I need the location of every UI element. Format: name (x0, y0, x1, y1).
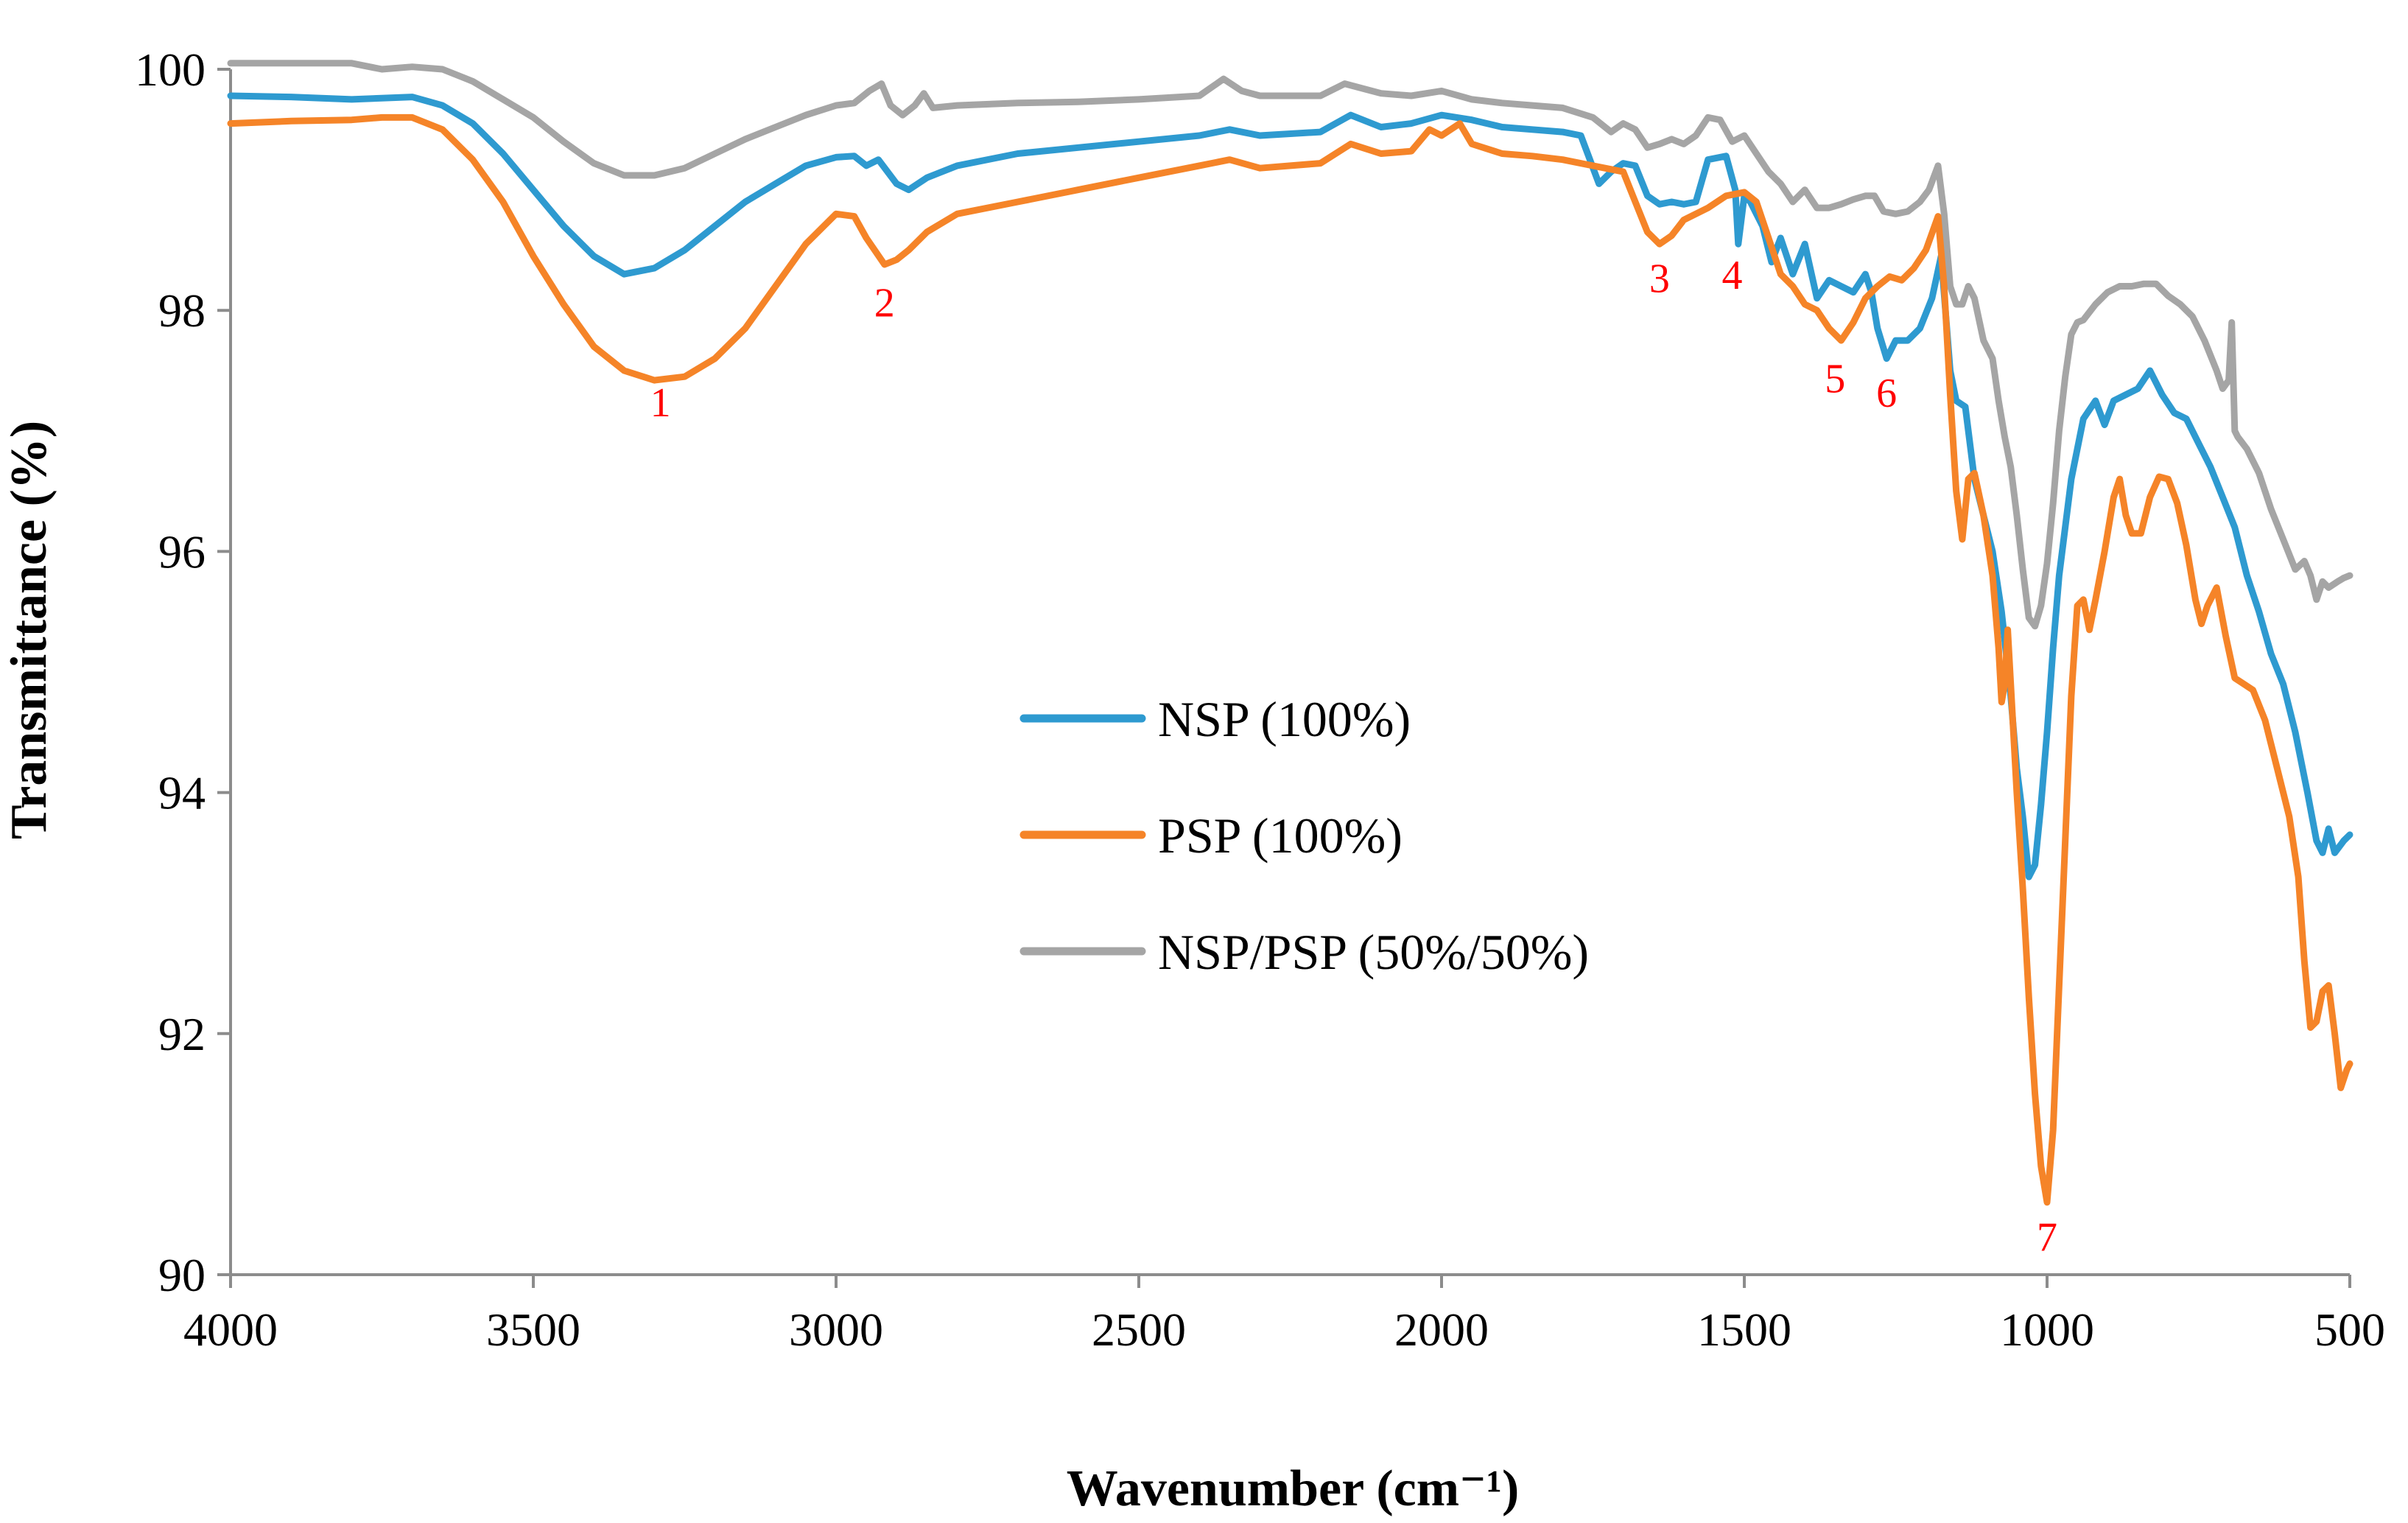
y-tick-label: 94 (158, 767, 206, 819)
peak-annotations: 1 2 3 4 5 6 7 (650, 253, 2057, 1261)
peak-label: 1 (650, 380, 671, 426)
y-tick-label: 98 (158, 284, 206, 337)
x-tick-label: 2500 (1092, 1303, 1186, 1356)
series-line-psp-100 (227, 113, 2353, 1206)
series-line-nsp-psp-50-50 (227, 60, 2353, 630)
y-tick-label: 92 (158, 1008, 206, 1060)
legend: NSP (100%) PSP (100%) NSP/PSP (50%/50%) (1019, 691, 1589, 980)
series-lines (227, 60, 2353, 1206)
legend-label-nsp-100: NSP (100%) (1158, 691, 1411, 747)
legend-label-psp-100: PSP (100%) (1158, 808, 1403, 864)
x-tick-label: 1000 (2000, 1303, 2094, 1356)
x-tick-label: 500 (2314, 1303, 2385, 1356)
peak-label: 7 (2037, 1214, 2057, 1260)
peak-label: 6 (1876, 371, 1897, 416)
y-tick-label: 90 (158, 1249, 206, 1301)
peak-label: 2 (874, 280, 895, 326)
series-line-nsp-100 (227, 92, 2353, 880)
x-tick-label: 2000 (1394, 1303, 1489, 1356)
y-axis-title: Transmittance (%) (1, 421, 57, 839)
x-tick-label: 1500 (1697, 1303, 1791, 1356)
y-tick-label: 100 (135, 43, 206, 96)
peak-label: 5 (1825, 356, 1845, 402)
peak-label: 4 (1722, 253, 1743, 298)
legend-label-nsp-psp-50-50: NSP/PSP (50%/50%) (1158, 924, 1589, 980)
peak-label: 3 (1649, 256, 1670, 302)
x-axis-title: Wavenumber (cm⁻¹) (1067, 1460, 1520, 1517)
x-tick-label: 4000 (183, 1303, 278, 1356)
x-tick-label: 3000 (789, 1303, 883, 1356)
x-tick-label: 3500 (486, 1303, 580, 1356)
y-tick-label: 96 (158, 525, 206, 578)
